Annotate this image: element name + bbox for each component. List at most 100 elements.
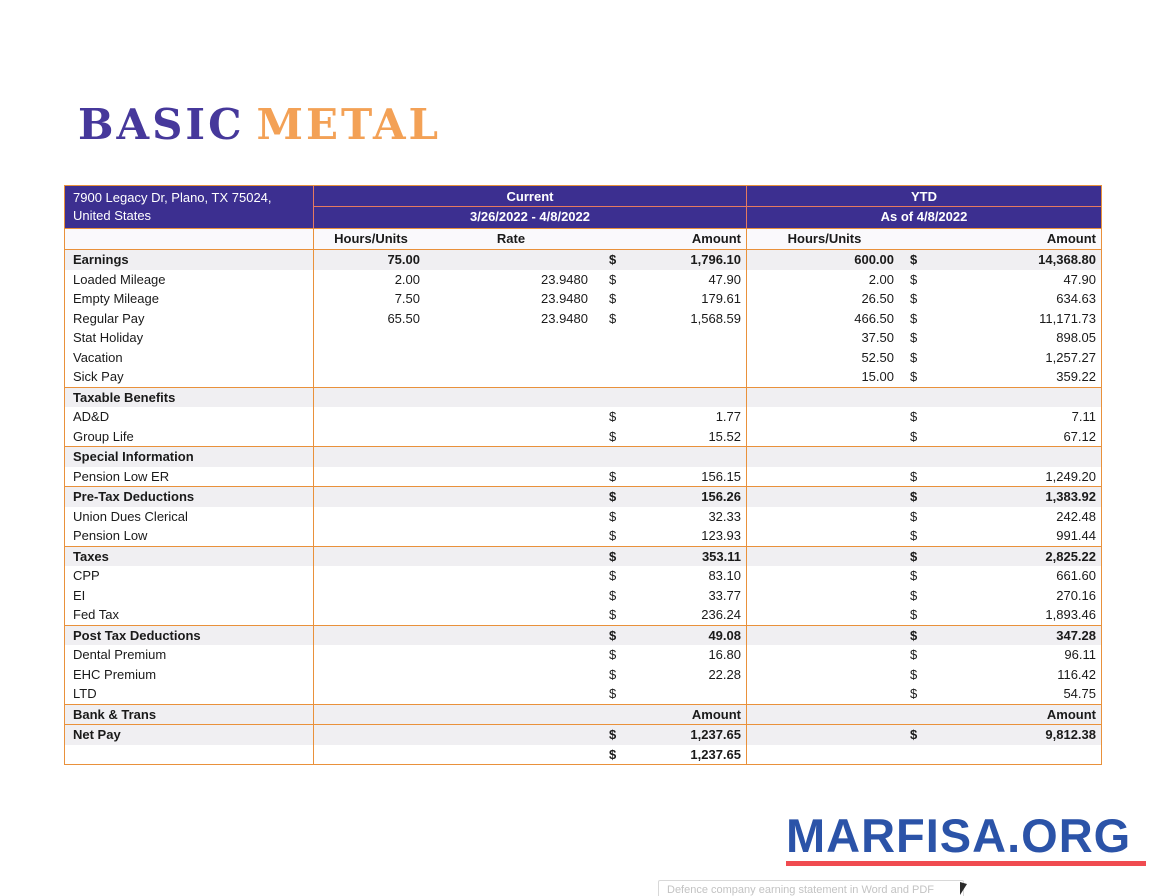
table-row: Vacation 52.50 $1,257.27 xyxy=(65,347,1101,367)
amount-value: 7.11 xyxy=(1071,409,1096,424)
ytd-hours-units xyxy=(747,467,902,487)
table-row: Pre-Tax Deductions $156.26 $1,383.92 xyxy=(65,486,1101,507)
table-row: EHC Premium $22.28 $116.42 xyxy=(65,664,1101,685)
current-amount xyxy=(594,328,747,348)
table-row: Bank & Trans Amount Amount xyxy=(65,703,1101,724)
current-hours-units xyxy=(314,388,428,408)
current-hours-units xyxy=(314,407,428,427)
ytd-hours-units xyxy=(747,507,902,527)
current-amount: $1,237.65 xyxy=(594,725,747,745)
ytd-amount: $116.42 xyxy=(902,665,1101,685)
currency-symbol: $ xyxy=(910,409,918,424)
amount-value: Amount xyxy=(1046,706,1096,722)
table-row: Pension Low $123.93 $991.44 xyxy=(65,526,1101,546)
current-amount: $15.52 xyxy=(594,426,747,446)
current-amount: $1,796.10 xyxy=(594,250,747,270)
current-hours-units: 75.00 xyxy=(387,252,420,267)
amount-value: 22.28 xyxy=(708,666,741,682)
amount-value: 1,893.46 xyxy=(1045,607,1096,622)
row-label: EHC Premium xyxy=(65,664,314,684)
amount-value: 347.28 xyxy=(1056,627,1096,643)
current-amount: $32.33 xyxy=(594,506,747,526)
row-label: Special Information xyxy=(65,447,314,467)
currency-symbol: $ xyxy=(609,291,617,306)
amount-value: 898.05 xyxy=(1056,330,1096,345)
amount-value: 33.77 xyxy=(708,587,741,603)
amount-value: 1.77 xyxy=(715,409,741,424)
ytd-hours-units xyxy=(747,645,902,665)
currency-symbol: $ xyxy=(609,508,617,524)
ytd-amount: $7.11 xyxy=(902,407,1101,427)
paystub-header: 7900 Legacy Dr, Plano, TX 75024, United … xyxy=(65,186,1101,228)
row-label: CPP xyxy=(65,566,314,586)
currency-symbol: $ xyxy=(609,666,617,682)
amount-value: 54.75 xyxy=(1063,686,1096,701)
current-amount xyxy=(594,447,747,467)
currency-symbol: $ xyxy=(910,627,918,643)
table-row: Regular Pay 65.50 23.9480 $1,568.59 466.50 $1… xyxy=(65,308,1101,329)
ytd-hours-units: 2.00 xyxy=(868,271,894,287)
currency-symbol: $ xyxy=(910,508,918,524)
column-header-ytd-amount: Amount xyxy=(1046,231,1096,246)
amount-value: 353.11 xyxy=(701,548,741,564)
currency-symbol: $ xyxy=(609,468,617,484)
row-label: Vacation xyxy=(65,347,314,367)
currency-symbol: $ xyxy=(609,409,617,424)
amount-value: 9,812.38 xyxy=(1045,727,1096,742)
paystub-rows: Earnings 75.00 $1,796.10 600.00 $14,368.80 Lo… xyxy=(65,249,1101,764)
currency-symbol: $ xyxy=(910,428,918,444)
amount-value: 47.90 xyxy=(708,271,741,287)
current-rate xyxy=(428,447,594,467)
current-rate xyxy=(428,547,594,567)
table-row: Fed Tax $236.24 $1,893.46 xyxy=(65,605,1101,625)
ytd-hours-units: 600.00 xyxy=(854,252,894,267)
amount-value: 83.10 xyxy=(708,568,741,583)
ytd-amount: $1,893.46 xyxy=(902,605,1101,625)
row-label: LTD xyxy=(65,684,314,704)
row-label: EI xyxy=(65,585,314,605)
currency-symbol: $ xyxy=(910,252,918,267)
ytd-amount: $347.28 xyxy=(902,626,1101,646)
current-amount: $123.93 xyxy=(594,526,747,546)
ytd-hours-units xyxy=(747,526,902,546)
amount-value: 661.60 xyxy=(1056,568,1096,583)
ytd-period: As of 4/8/2022 xyxy=(880,209,968,224)
current-hours-units xyxy=(314,566,428,586)
ytd-amount: $1,383.92 xyxy=(902,487,1101,507)
current-hours-units xyxy=(314,467,428,487)
ytd-amount: $96.11 xyxy=(902,645,1101,665)
ytd-amount xyxy=(902,447,1101,467)
current-amount: $1.77 xyxy=(594,407,747,427)
company-logo: BASIC METAL xyxy=(78,100,441,149)
current-rate xyxy=(428,407,594,427)
currency-symbol: $ xyxy=(609,548,617,564)
current-hours-units xyxy=(314,605,428,625)
current-hours-units: 65.50 xyxy=(387,310,420,326)
current-rate: 23.9480 xyxy=(541,271,588,287)
table-row: LTD $ $54.75 xyxy=(65,684,1101,704)
ytd-hours-units: 15.00 xyxy=(861,369,894,384)
table-row: Loaded Mileage 2.00 23.9480 $47.90 2.00 $47.9… xyxy=(65,269,1101,289)
current-amount: $16.80 xyxy=(594,645,747,665)
currency-symbol: $ xyxy=(910,548,918,564)
currency-symbol: $ xyxy=(910,489,918,504)
table-row: Pension Low ER $156.15 $1,249.20 xyxy=(65,466,1101,487)
current-amount: $49.08 xyxy=(594,625,747,645)
current-rate xyxy=(428,328,594,348)
currency-symbol: $ xyxy=(910,528,918,543)
paystub-table: 7900 Legacy Dr, Plano, TX 75024, United … xyxy=(64,185,1102,765)
mouse-cursor-icon xyxy=(960,882,967,895)
ytd-hours-units xyxy=(747,745,902,765)
ytd-hours-units: 26.50 xyxy=(861,291,894,306)
row-label: Empty Mileage xyxy=(65,289,314,309)
ytd-amount: $11,171.73 xyxy=(902,309,1101,329)
currency-symbol: $ xyxy=(910,330,918,345)
current-rate xyxy=(428,586,594,606)
currency-symbol: $ xyxy=(910,369,918,384)
amount-value: 47.90 xyxy=(1063,271,1096,287)
marfisa-site-logo[interactable]: MARFISA.ORG xyxy=(786,809,1132,862)
current-section-header: Current xyxy=(314,186,747,207)
ytd-hours-units xyxy=(747,684,902,704)
column-header-current-hours: Hours/Units xyxy=(334,231,408,246)
current-amount xyxy=(594,367,747,387)
